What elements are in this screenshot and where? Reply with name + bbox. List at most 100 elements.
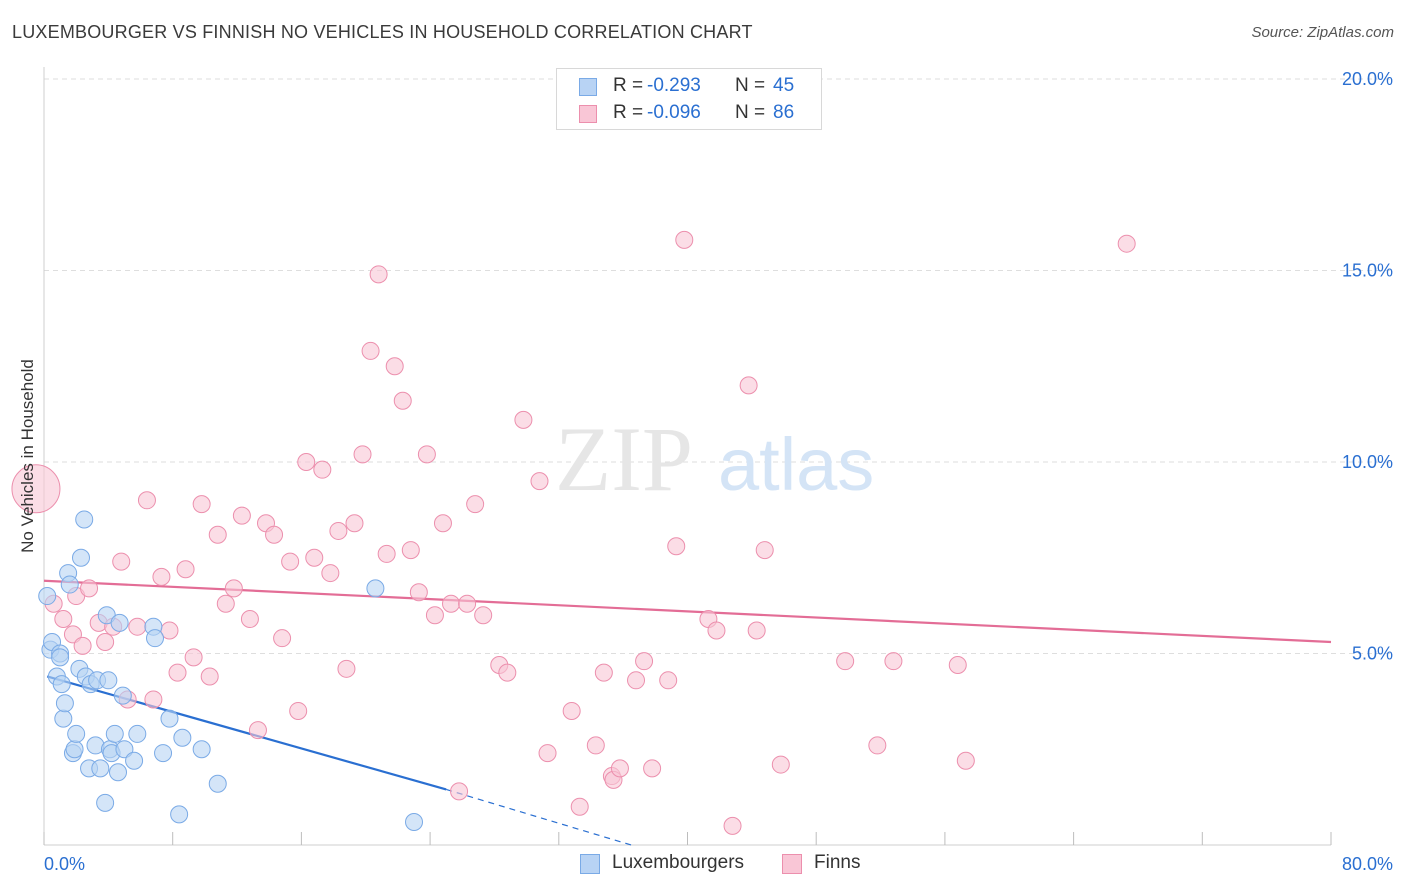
point-finns — [723, 816, 742, 835]
point-finns — [289, 701, 308, 720]
point-finns — [184, 648, 203, 667]
point-luxembourgers — [160, 709, 179, 728]
x-tick-label: 0.0% — [44, 854, 85, 874]
point-finns — [393, 391, 412, 410]
point-luxembourgers — [54, 709, 73, 728]
point-finns — [643, 759, 662, 778]
point-finns — [868, 736, 887, 755]
point-luxembourgers — [173, 728, 192, 747]
r-value: -0.096 — [647, 102, 701, 123]
point-luxembourgers — [170, 805, 189, 824]
trend-lines — [43, 579, 1332, 846]
point-finns — [675, 230, 694, 249]
point-luxembourgers — [52, 675, 71, 694]
point-finns — [586, 736, 605, 755]
y-tick-label: 10.0% — [1342, 452, 1393, 472]
point-finns — [385, 357, 404, 376]
point-finns — [627, 671, 646, 690]
r-label: R = — [613, 102, 644, 123]
watermark: ZIP atlas — [555, 408, 874, 510]
point-finns — [956, 751, 975, 770]
point-finns — [361, 341, 380, 360]
point-finns — [128, 617, 147, 636]
point-luxembourgers — [55, 694, 74, 713]
point-finns — [321, 564, 340, 583]
y-tick-label: 5.0% — [1352, 644, 1393, 664]
point-finns — [96, 633, 115, 652]
stats-box: R = -0.293 N = 45 R = -0.096 N = 86 — [556, 68, 822, 130]
r-value: -0.293 — [647, 75, 701, 96]
point-luxembourgers — [65, 740, 84, 759]
point-finns — [659, 671, 678, 690]
watermark-atlas: atlas — [718, 423, 874, 506]
x-tick-label: 80.0% — [1342, 854, 1393, 874]
point-finns — [884, 652, 903, 671]
point-finns — [458, 594, 477, 613]
point-finns — [224, 579, 243, 598]
point-finns — [425, 606, 444, 625]
point-luxembourgers — [110, 613, 129, 632]
trend-line-finns — [43, 579, 1332, 644]
point-finns — [450, 782, 469, 801]
point-luxembourgers — [38, 587, 57, 606]
point-finns — [313, 460, 332, 479]
point-luxembourgers — [128, 724, 147, 743]
point-luxembourgers — [99, 671, 118, 690]
legend-label-luxembourgers: Luxembourgers — [612, 852, 745, 873]
point-finns — [562, 701, 581, 720]
point-luxembourgers — [146, 629, 165, 648]
source-label: Source: ZipAtlas.com — [1251, 24, 1394, 41]
point-finns — [345, 514, 364, 533]
point-luxembourgers — [192, 740, 211, 759]
point-finns — [538, 744, 557, 763]
point-finns — [707, 621, 726, 640]
point-finns — [635, 652, 654, 671]
point-luxembourgers — [72, 548, 91, 567]
point-finns — [80, 579, 99, 598]
point-luxembourgers — [67, 724, 86, 743]
point-luxembourgers — [96, 793, 115, 812]
point-finns — [216, 594, 235, 613]
point-luxembourgers — [105, 724, 124, 743]
watermark-zip: ZIP — [555, 408, 693, 510]
point-finns — [401, 541, 420, 560]
point-finns — [281, 552, 300, 571]
n-value: 86 — [773, 102, 795, 123]
point-finns — [305, 548, 324, 567]
r-label: R = — [613, 75, 644, 96]
point-finns — [1117, 234, 1136, 253]
point-finns — [152, 567, 171, 586]
point-finns — [466, 495, 485, 514]
point-finns — [530, 472, 549, 491]
point-luxembourgers — [115, 740, 134, 759]
point-finns — [948, 655, 967, 674]
n-label: N = — [735, 75, 766, 96]
point-finns — [176, 560, 195, 579]
point-finns — [570, 797, 589, 816]
point-finns — [208, 525, 227, 544]
point-finns — [54, 610, 73, 629]
point-finns — [667, 537, 686, 556]
y-axis-label: No Vehicles in Household — [18, 359, 37, 553]
point-finns — [63, 625, 82, 644]
point-finns — [248, 721, 267, 740]
chart-title: LUXEMBOURGER VS FINNISH NO VEHICLES IN H… — [12, 22, 753, 42]
point-luxembourgers — [208, 774, 227, 793]
point-finns — [771, 755, 790, 774]
point-luxembourgers — [113, 686, 132, 705]
point-finns — [112, 552, 131, 571]
point-luxembourgers — [125, 751, 144, 770]
point-finns — [836, 652, 855, 671]
point-luxembourgers — [60, 575, 79, 594]
point-finns — [240, 610, 259, 629]
stats-swatch-luxembourgers — [579, 78, 597, 96]
point-finns — [73, 636, 92, 655]
point-finns — [474, 606, 493, 625]
point-luxembourgers — [91, 759, 110, 778]
point-finns — [137, 491, 156, 510]
point-finns — [297, 453, 316, 471]
point-finns — [369, 265, 388, 284]
trend-line-luxembourgers-extension — [446, 788, 632, 846]
point-finns — [200, 667, 219, 686]
